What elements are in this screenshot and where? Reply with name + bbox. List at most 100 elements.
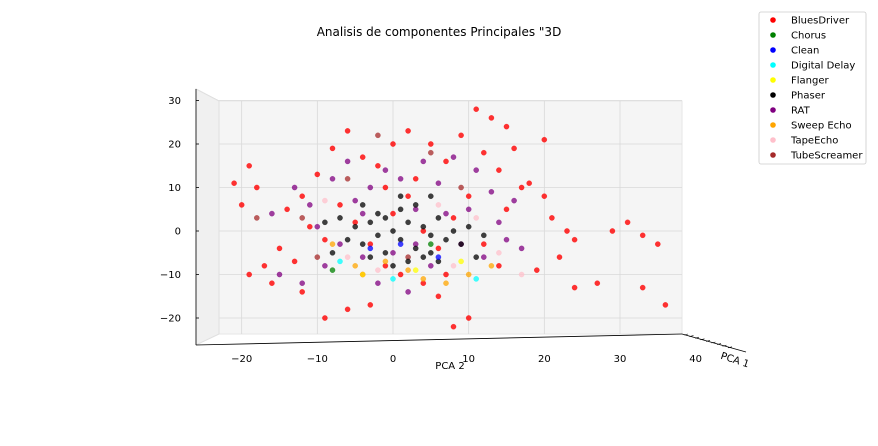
point-phaser [382, 249, 389, 256]
point-rat [276, 271, 283, 278]
point-phaser [329, 249, 336, 256]
point-rat [359, 210, 366, 217]
point-sweep-echo [329, 241, 336, 247]
point-bluesdriver [654, 241, 661, 247]
point-phaser [352, 223, 359, 230]
point-rat [367, 184, 374, 191]
point-phaser [412, 202, 419, 208]
point-phaser [344, 236, 351, 243]
point-phaser [427, 193, 434, 200]
point-rat [352, 197, 359, 204]
legend-marker [770, 17, 776, 23]
point-bluesdriver [269, 280, 275, 287]
point-phaser [367, 254, 374, 260]
point-rat [306, 202, 313, 208]
x-tick-label: −20 [231, 354, 252, 365]
legend-marker [770, 62, 776, 68]
legend-marker [770, 122, 776, 128]
point-bluesdriver [549, 215, 555, 221]
depth-tick-mark [727, 346, 733, 349]
point-rat [397, 175, 404, 182]
point-rat [503, 236, 510, 243]
point-bluesdriver [397, 271, 404, 278]
point-bluesdriver [662, 302, 669, 308]
point-tubescreamer [375, 132, 381, 139]
point-bluesdriver [284, 206, 290, 213]
bottom-axis-line [195, 333, 683, 346]
point-bluesdriver [511, 145, 517, 152]
point-rat [344, 158, 351, 165]
point-rat [375, 280, 381, 287]
point-rat [511, 197, 517, 204]
chart-title: Analisis de componentes Principales "3D [317, 25, 562, 39]
x-axis-title: PCA 2 [435, 361, 464, 372]
point-tapeecho [518, 271, 525, 278]
point-bluesdriver [465, 193, 472, 200]
point-rat [337, 241, 343, 247]
point-rat [405, 289, 411, 295]
point-bluesdriver [564, 228, 570, 234]
point-bluesdriver [238, 202, 245, 208]
point-rat [465, 206, 472, 213]
point-sweep-echo [465, 271, 472, 278]
point-bluesdriver [306, 223, 313, 230]
point-digital-delay [390, 276, 396, 282]
depth-axis-title: PCA 1 [719, 351, 750, 371]
point-bluesdriver [405, 193, 411, 200]
z-tick-label: −20 [160, 314, 181, 325]
point-phaser [375, 232, 381, 239]
legend-marker [770, 32, 776, 38]
point-rat [518, 245, 525, 252]
point-rat [329, 175, 336, 182]
point-bluesdriver [533, 267, 540, 273]
point-tapeecho [322, 197, 328, 204]
legend-label: Sweep Echo [791, 121, 852, 132]
point-rat [443, 210, 449, 217]
z-tick-label: 20 [168, 140, 181, 151]
legend-marker [770, 77, 776, 83]
point-rat [390, 249, 396, 256]
point-bluesdriver [541, 193, 548, 200]
point-bluesdriver [473, 106, 480, 113]
legend-label: Chorus [791, 31, 826, 42]
point-bluesdriver [639, 284, 646, 291]
point-flanger [412, 267, 419, 273]
point-rat [450, 154, 457, 160]
point-phaser [405, 258, 411, 265]
point-phaser [443, 236, 449, 243]
point-tapeecho [450, 262, 457, 269]
point-rat [473, 167, 480, 173]
point-bluesdriver [344, 306, 351, 313]
point-rat [299, 280, 306, 287]
point-bluesdriver [503, 206, 510, 213]
x-axis-ticks: −20 −10 0 10 20 30 40 [231, 354, 702, 365]
point-bluesdriver [594, 280, 601, 287]
point-bluesdriver [291, 258, 298, 265]
point-clean [367, 245, 374, 252]
point-bluesdriver [496, 167, 502, 173]
legend-label: TubeScreamer [790, 151, 863, 162]
point-phaser [420, 254, 427, 260]
depth-axis-ticks [683, 333, 733, 349]
point-tubescreamer [299, 215, 306, 221]
point-rat [496, 219, 502, 226]
point-phaser [427, 232, 434, 239]
point-phaser [420, 223, 427, 230]
side-pane [195, 88, 220, 346]
point-phaser [359, 202, 366, 208]
legend-label: BluesDriver [791, 16, 850, 27]
legend-label: Clean [791, 46, 819, 57]
point-bluesdriver [450, 215, 457, 221]
point-bluesdriver [571, 284, 578, 291]
point-bluesdriver [503, 123, 510, 130]
point-rat [269, 210, 275, 217]
point-rat [420, 158, 427, 165]
point-flanger [359, 271, 366, 278]
point-bluesdriver [246, 271, 253, 278]
point-phaser [397, 206, 404, 213]
depth-axis-line [681, 333, 747, 353]
depth-tick-mark [705, 340, 711, 342]
point-sweep-echo [488, 262, 495, 269]
point-sweep-echo [443, 280, 449, 287]
